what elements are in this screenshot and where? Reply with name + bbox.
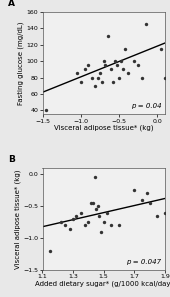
Point — [102, 59, 105, 64]
Point — [72, 217, 74, 221]
Point — [93, 175, 96, 180]
Point — [98, 214, 100, 218]
Point — [160, 46, 162, 51]
Point — [101, 79, 104, 84]
Point — [164, 75, 166, 80]
Point — [164, 210, 166, 215]
Point — [84, 223, 87, 228]
Point — [75, 71, 78, 76]
Text: B: B — [8, 155, 15, 164]
Point — [59, 220, 62, 225]
Point — [114, 59, 117, 64]
Point — [145, 191, 148, 196]
Point — [64, 223, 67, 228]
X-axis label: Visceral adipose tissue* (kg): Visceral adipose tissue* (kg) — [54, 125, 154, 132]
Point — [141, 198, 143, 202]
Point — [144, 22, 147, 26]
Point — [127, 71, 130, 76]
Point — [133, 59, 136, 64]
Point — [69, 226, 71, 231]
Point — [156, 214, 159, 218]
Point — [112, 79, 114, 84]
Point — [110, 223, 113, 228]
Point — [99, 230, 102, 234]
Point — [87, 63, 90, 68]
Point — [87, 220, 90, 225]
Point — [118, 223, 120, 228]
X-axis label: Added dietary sugar* (g/1000 kcal/day): Added dietary sugar* (g/1000 kcal/day) — [35, 281, 170, 287]
Point — [49, 249, 52, 253]
Point — [124, 46, 126, 51]
Point — [141, 75, 143, 80]
Point — [118, 75, 120, 80]
Point — [116, 63, 119, 68]
Text: p = 0.04: p = 0.04 — [131, 103, 161, 109]
Point — [79, 79, 82, 84]
Point — [119, 59, 122, 64]
Point — [96, 75, 99, 80]
Point — [92, 200, 94, 205]
Point — [148, 200, 151, 205]
Point — [106, 34, 109, 39]
Point — [45, 108, 48, 113]
Point — [75, 214, 78, 218]
Point — [99, 71, 101, 76]
Point — [90, 200, 93, 205]
Point — [83, 67, 86, 72]
Point — [121, 67, 124, 72]
Point — [91, 75, 94, 80]
Point — [102, 220, 105, 225]
Point — [93, 83, 96, 88]
Text: A: A — [8, 0, 15, 8]
Text: p = 0.047: p = 0.047 — [126, 259, 161, 265]
Point — [133, 188, 136, 192]
Y-axis label: Visceral adipose tissue* (kg): Visceral adipose tissue* (kg) — [14, 169, 21, 269]
Point — [95, 207, 97, 212]
Point — [96, 204, 99, 208]
Point — [79, 210, 82, 215]
Point — [104, 63, 107, 68]
Point — [137, 63, 139, 68]
Y-axis label: Fasting glucose (mg/dL): Fasting glucose (mg/dL) — [17, 21, 24, 105]
Point — [110, 67, 113, 72]
Point — [105, 210, 108, 215]
